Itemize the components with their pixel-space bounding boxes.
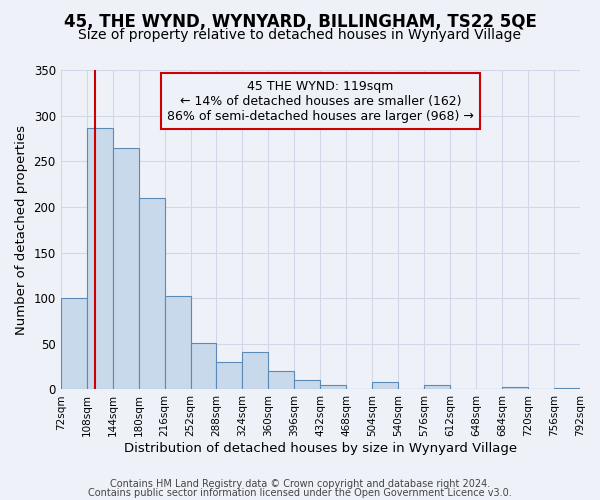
Bar	[295, 380, 320, 390]
Bar	[86, 128, 113, 390]
Bar	[164, 296, 191, 390]
Bar	[320, 385, 346, 390]
Text: 45 THE WYND: 119sqm
← 14% of detached houses are smaller (162)
86% of semi-detac: 45 THE WYND: 119sqm ← 14% of detached ho…	[167, 80, 474, 122]
Text: Contains public sector information licensed under the Open Government Licence v3: Contains public sector information licen…	[88, 488, 512, 498]
Bar	[217, 362, 242, 390]
Text: Size of property relative to detached houses in Wynyard Village: Size of property relative to detached ho…	[79, 28, 521, 42]
Bar	[242, 352, 268, 390]
Text: 45, THE WYND, WYNYARD, BILLINGHAM, TS22 5QE: 45, THE WYND, WYNYARD, BILLINGHAM, TS22 …	[64, 12, 536, 30]
X-axis label: Distribution of detached houses by size in Wynyard Village: Distribution of detached houses by size …	[124, 442, 517, 455]
Text: Contains HM Land Registry data © Crown copyright and database right 2024.: Contains HM Land Registry data © Crown c…	[110, 479, 490, 489]
Bar	[502, 386, 528, 390]
Y-axis label: Number of detached properties: Number of detached properties	[15, 124, 28, 334]
Bar	[61, 298, 86, 390]
Bar	[268, 371, 295, 390]
Bar	[554, 388, 580, 390]
Bar	[372, 382, 398, 390]
Bar	[139, 198, 164, 390]
Bar	[113, 148, 139, 390]
Bar	[191, 343, 217, 390]
Bar	[424, 385, 450, 390]
